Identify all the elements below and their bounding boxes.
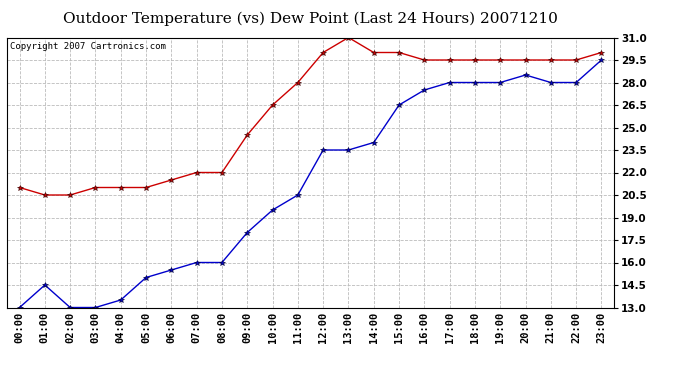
Text: Copyright 2007 Cartronics.com: Copyright 2007 Cartronics.com <box>10 42 166 51</box>
Text: Outdoor Temperature (vs) Dew Point (Last 24 Hours) 20071210: Outdoor Temperature (vs) Dew Point (Last… <box>63 11 558 26</box>
